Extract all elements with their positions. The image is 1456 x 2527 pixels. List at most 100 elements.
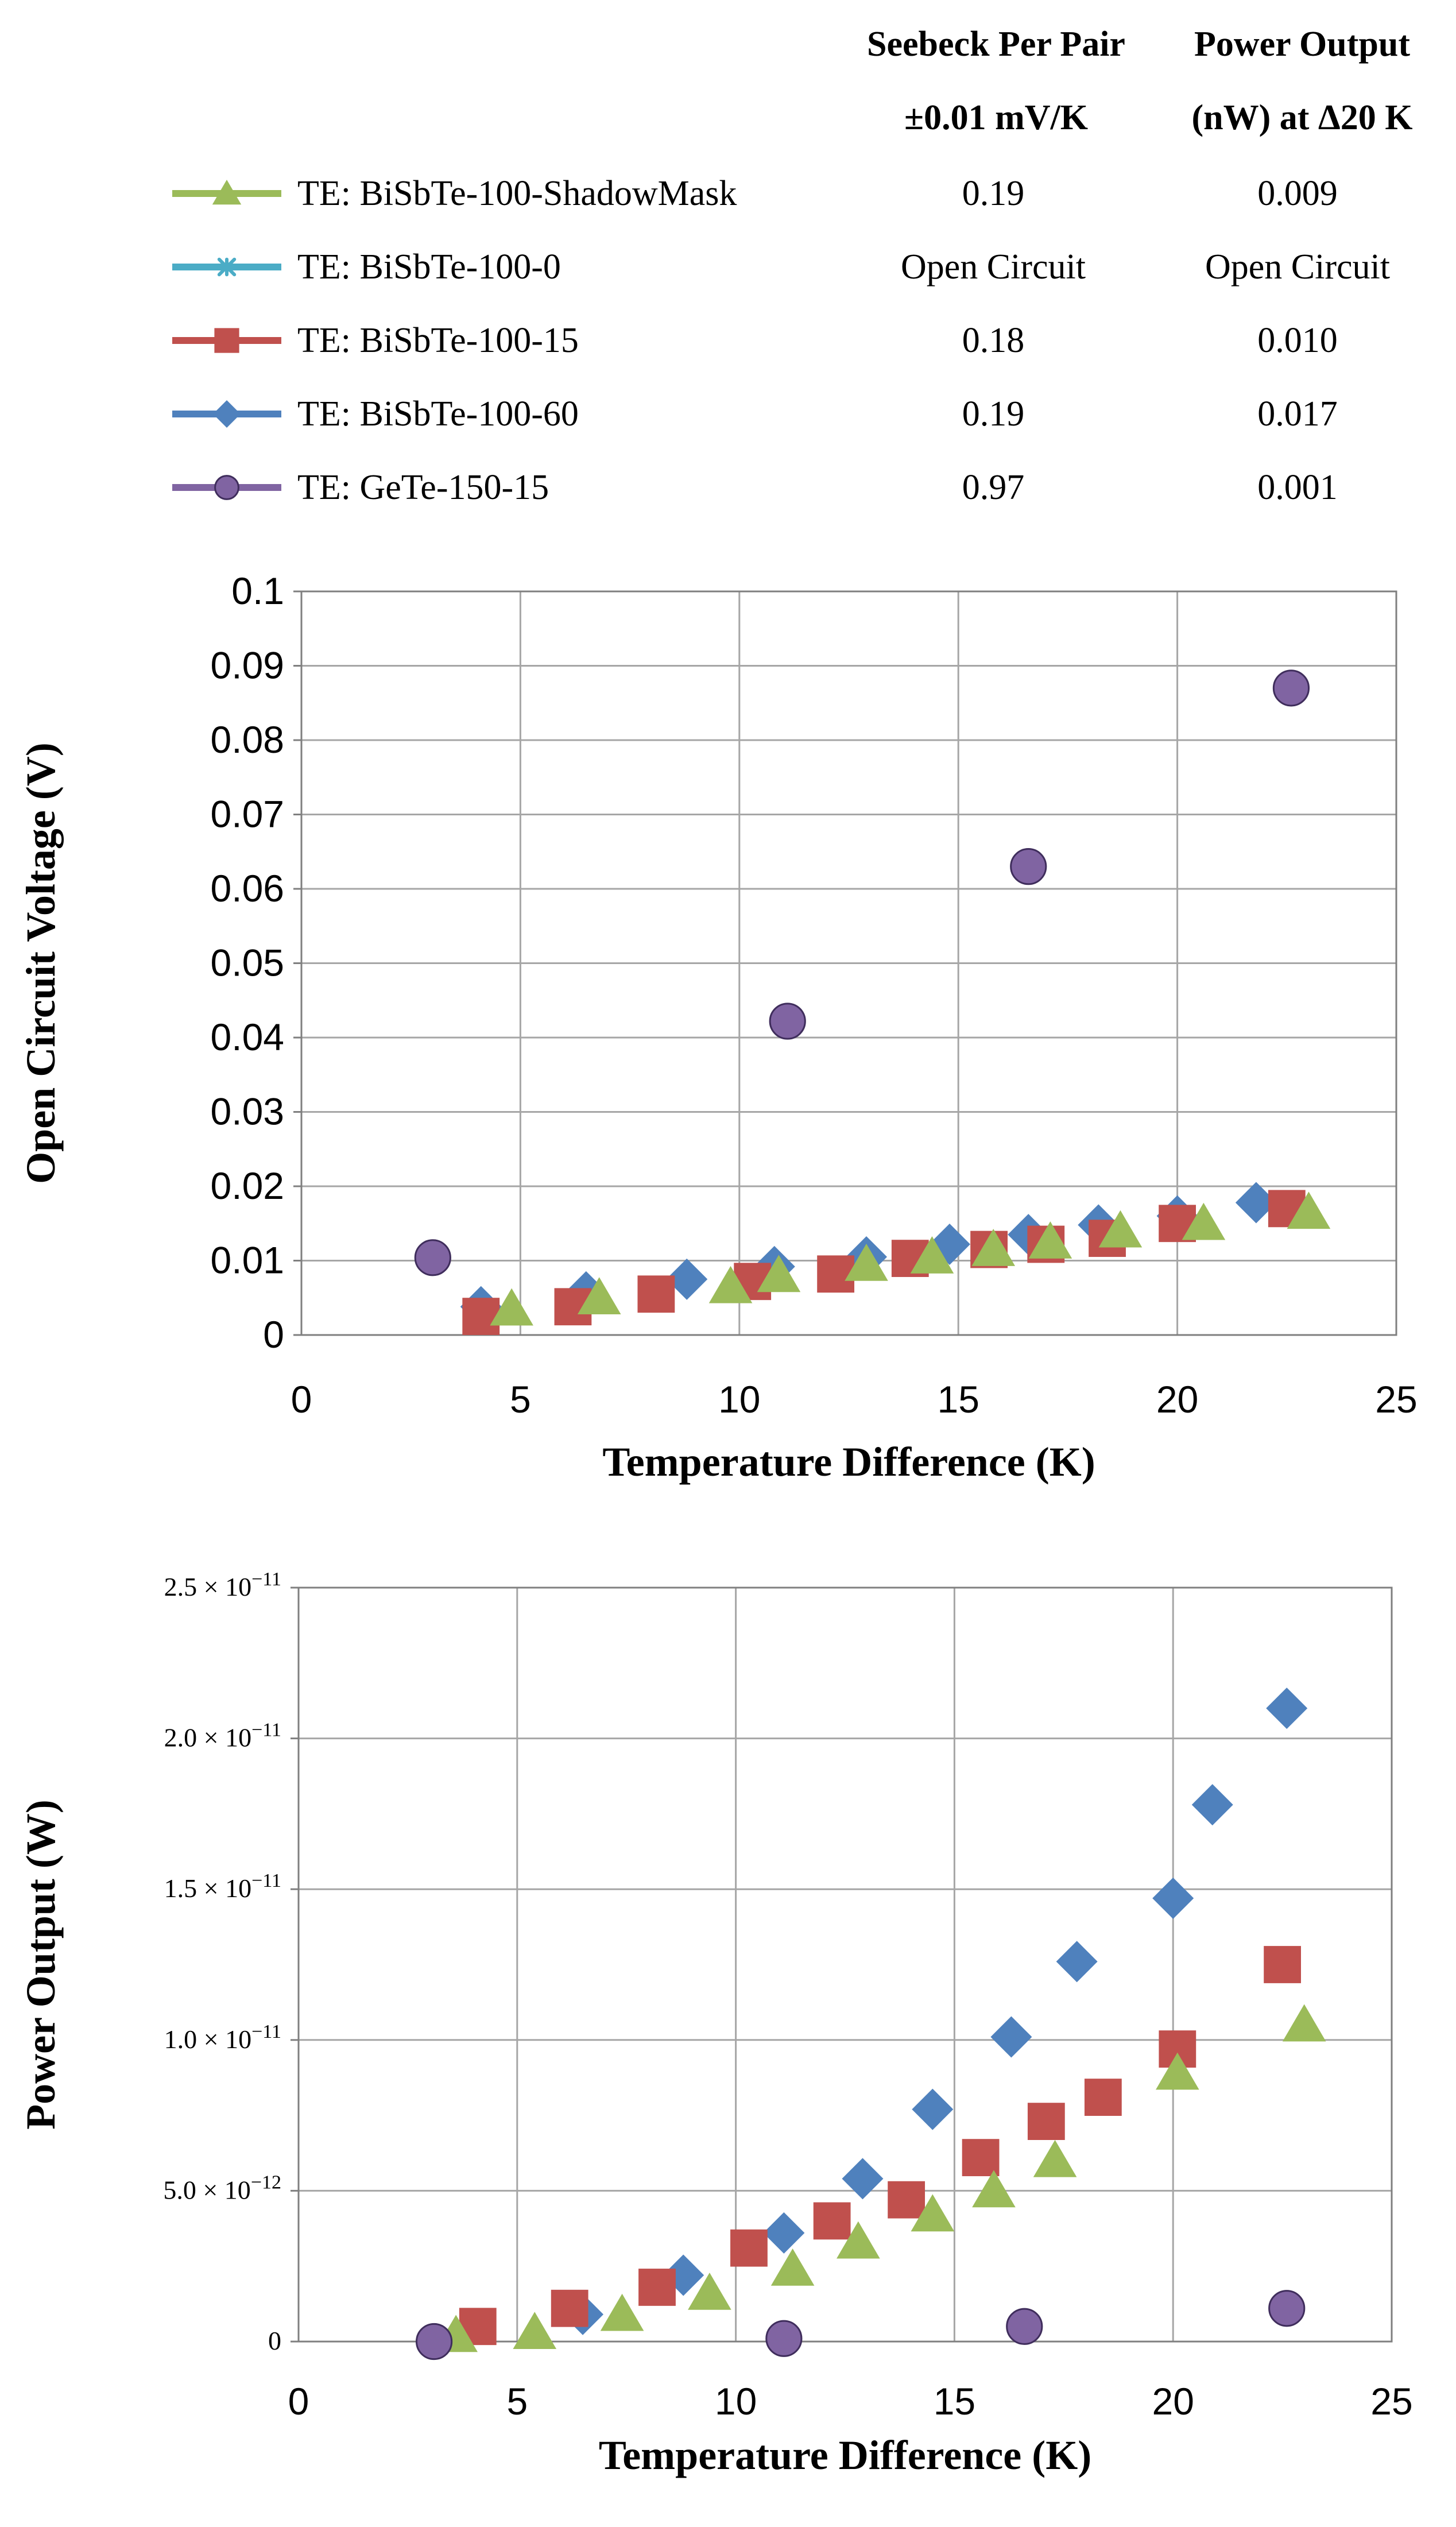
voltage-chart-gridlines [301,591,1396,1335]
power-chart-plot-area [297,1586,1393,2343]
voltage-chart-point [769,1003,806,1040]
legend-marker-circle [214,475,239,500]
legend-marker-x [217,257,237,277]
power-chart-x-tick-label: 20 [1152,2380,1194,2422]
voltage-chart-point [1182,1202,1226,1240]
voltage-chart-y-tick-label: 0.01 [211,1239,284,1282]
power-header-line1: Power Output [1194,25,1410,64]
legend-marker-diamond [213,400,241,428]
legend-power-value: 0.010 [1257,321,1338,360]
voltage-chart-x-tick-label: 20 [1156,1378,1198,1421]
power-chart-point [1056,1941,1098,1983]
power-chart-point [1152,1877,1194,1919]
power-chart-gridlines [299,1588,1392,2342]
legend-series-label: TE: GeTe-150-15 [297,468,549,507]
legend-seebeck-value: 0.18 [962,321,1025,360]
power-chart-point [1027,2103,1065,2141]
voltage-chart-point [817,1255,855,1293]
voltage-chart-y-tick-label: 0.09 [211,644,284,687]
power-chart-y-tick-label: 2.5 × 10−11 [164,1569,281,1601]
legend-power-value: Open Circuit [1205,247,1390,287]
power-chart-point [962,2139,1000,2177]
voltage-chart-y-axis-label: Open Circuit Voltage (V) [18,742,64,1184]
power-chart-point [763,2212,805,2254]
voltage-chart-x-tick-label: 25 [1375,1378,1417,1421]
power-chart-marks [415,1688,1326,2360]
legend-seebeck-value: 0.19 [962,174,1025,213]
power-chart-point [600,2293,644,2331]
legend-row: TE: BiSbTe-100-60 0.19 0.017 [172,394,1338,434]
voltage-chart-point [637,1275,675,1313]
power-chart-x-tick-label: 0 [288,2380,309,2422]
legend-table: Seebeck Per Pair ±0.01 mV/K Power Output… [172,25,1413,507]
power-chart-x-tick-label: 15 [934,2380,975,2422]
voltage-chart-point [845,1243,888,1281]
power-chart-point [638,2269,676,2306]
voltage-chart-point [757,1255,801,1292]
legend-power-value: 0.009 [1257,174,1338,213]
power-chart-series-te-bisbte-100-shadowmask [434,2004,1326,2352]
voltage-chart-series-te-bisbte-100-shadowmask [490,1191,1331,1326]
power-chart-series-te-bisbte-100-15 [459,1946,1301,2346]
legend-series-label: TE: BiSbTe-100-15 [297,321,579,360]
power-chart-point [1156,2052,1199,2090]
voltage-chart-y-tick-label: 0.02 [211,1164,284,1207]
voltage-chart-y-tick-label: 0 [263,1313,284,1356]
voltage-chart-x-tick-label: 5 [510,1378,531,1421]
voltage-chart-x-tick-label: 15 [937,1378,979,1421]
legend-series-label: TE: BiSbTe-100-60 [297,394,579,434]
power-chart-y-tick-label: 1.5 × 10−11 [164,1870,281,1903]
legend-seebeck-value: 0.19 [962,394,1025,434]
voltage-chart-x-tick-label: 0 [291,1378,312,1421]
legend-power-value: 0.017 [1257,394,1338,434]
power-chart-point [688,2272,731,2310]
legend-row: TE: BiSbTe-100-ShadowMask 0.19 0.009 [172,174,1338,213]
voltage-chart: 0 5 10 15 20 25 0 0.01 0.02 0.03 0.04 0.05 0.06 0.07 0… [18,570,1418,1485]
power-chart-x-tick-label: 5 [506,2380,528,2422]
voltage-chart-point [1028,1221,1072,1259]
voltage-chart-point [1272,670,1310,707]
power-chart-point [1006,2308,1043,2345]
power-chart-point [1268,2290,1306,2327]
power-chart-point [1084,2079,1122,2116]
voltage-chart-point [971,1229,1016,1266]
legend-marker-square [214,328,239,353]
power-header-line2: (nW) at Δ20 K [1191,98,1412,137]
power-chart: 0 5 10 15 20 25 0 5.0 × 10−12 1.0 × 10−11 1.5 × 1… [18,1569,1413,2478]
voltage-chart-y-tick-label: 0.06 [211,867,284,910]
voltage-chart-point [1098,1210,1143,1248]
power-chart-y-tick-label: 1.0 × 10−11 [164,2021,281,2054]
power-chart-x-axis-label: Temperature Difference (K) [599,2432,1091,2478]
seebeck-header-line2: ±0.01 mV/K [904,98,1088,137]
voltage-chart-y-tick-label: 0.05 [211,942,284,984]
power-chart-y-tick-label: 5.0 × 10−12 [163,2172,281,2204]
power-chart-point [1282,2004,1326,2042]
power-chart-point [911,2194,955,2232]
voltage-chart-tick-labels: 0 5 10 15 20 25 0 0.01 0.02 0.03 0.04 0.05 0.06 0.07 0… [211,570,1418,1421]
power-chart-point [837,2221,880,2259]
legend-series-label: TE: BiSbTe-100-ShadowMask [297,174,737,213]
voltage-chart-y-tick-label: 0.04 [211,1016,284,1058]
legend-row: TE: BiSbTe-100-15 0.18 0.010 [172,321,1338,360]
legend-row: TE: BiSbTe-100-0 Open Circuit Open Circuit [172,247,1390,287]
power-chart-point [1191,1784,1233,1826]
voltage-chart-y-tick-label: 0.03 [211,1090,284,1133]
voltage-chart-point [462,1298,500,1336]
voltage-chart-x-axis-label: Temperature Difference (K) [602,1439,1095,1485]
voltage-chart-x-tick-label: 10 [718,1378,760,1421]
voltage-chart-point [414,1239,451,1276]
power-chart-point [990,2016,1032,2058]
power-chart-y-axis-label: Power Output (W) [18,1800,64,2130]
voltage-chart-point [1235,1182,1277,1224]
voltage-chart-y-tick-label: 0.08 [211,718,284,761]
voltage-chart-point [708,1266,753,1303]
power-chart-point [888,2181,926,2219]
voltage-chart-point [1287,1191,1331,1229]
power-chart-series-te-gete-150-15 [415,2290,1306,2360]
power-chart-point [513,2312,557,2350]
seebeck-header-line1: Seebeck Per Pair [867,25,1125,64]
power-chart-point [1266,1688,1308,1729]
voltage-chart-point [490,1288,533,1326]
power-chart-y-tick-label: 0 [268,2326,281,2355]
